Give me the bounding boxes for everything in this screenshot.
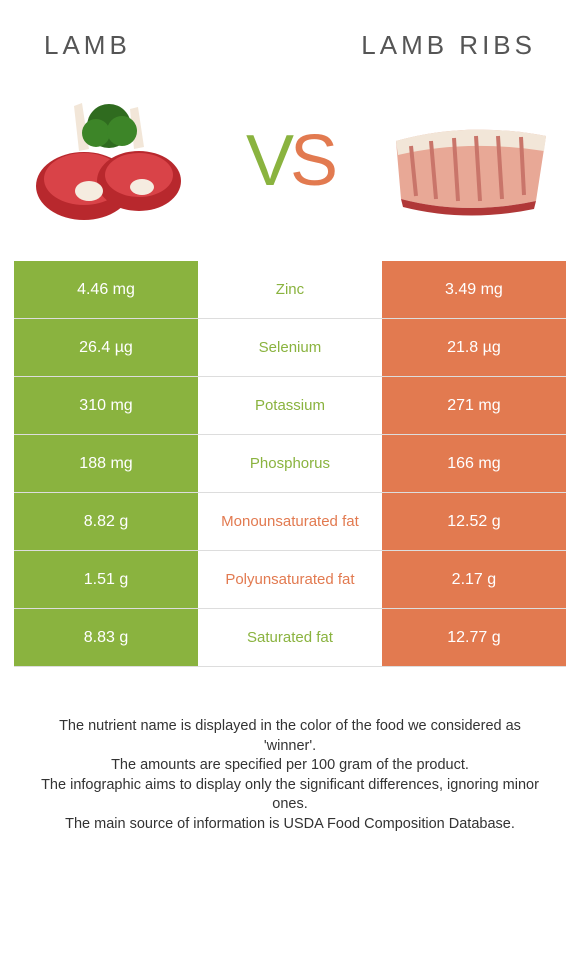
left-value: 4.46 mg	[14, 261, 198, 318]
right-value: 2.17 g	[382, 551, 566, 608]
footnote-line: The nutrient name is displayed in the co…	[34, 717, 546, 756]
nutrient-label: Polyunsaturated fat	[198, 551, 382, 608]
right-value: 271 mg	[382, 377, 566, 434]
footnote-line: The main source of information is USDA F…	[34, 815, 546, 835]
lamb-ribs-image	[376, 91, 556, 231]
nutrient-label: Potassium	[198, 377, 382, 434]
table-row: 1.51 g Polyunsaturated fat 2.17 g	[14, 551, 566, 609]
footnote-line: The infographic aims to display only the…	[34, 776, 546, 815]
right-value: 12.77 g	[382, 609, 566, 666]
table-row: 188 mg Phosphorus 166 mg	[14, 435, 566, 493]
right-value: 12.52 g	[382, 493, 566, 550]
comparison-table: 4.46 mg Zinc 3.49 mg 26.4 µg Selenium 21…	[14, 261, 566, 667]
table-row: 26.4 µg Selenium 21.8 µg	[14, 319, 566, 377]
right-value: 166 mg	[382, 435, 566, 492]
left-value: 8.82 g	[14, 493, 198, 550]
nutrient-label: Selenium	[198, 319, 382, 376]
left-value: 1.51 g	[14, 551, 198, 608]
left-value: 310 mg	[14, 377, 198, 434]
infographic-container: LAMB LAMB RIBS VS	[0, 0, 580, 834]
left-food-title: LAMB	[44, 30, 131, 61]
left-value: 26.4 µg	[14, 319, 198, 376]
nutrient-label: Saturated fat	[198, 609, 382, 666]
table-row: 8.82 g Monounsaturated fat 12.52 g	[14, 493, 566, 551]
right-value: 21.8 µg	[382, 319, 566, 376]
nutrient-label: Phosphorus	[198, 435, 382, 492]
titles-row: LAMB LAMB RIBS	[14, 20, 566, 91]
vs-v: V	[246, 121, 290, 201]
footnote-line: The amounts are specified per 100 gram o…	[34, 756, 546, 776]
right-food-title: LAMB RIBS	[361, 30, 536, 61]
left-value: 188 mg	[14, 435, 198, 492]
nutrient-label: Zinc	[198, 261, 382, 318]
nutrient-label: Monounsaturated fat	[198, 493, 382, 550]
footnotes: The nutrient name is displayed in the co…	[14, 667, 566, 834]
lamb-image	[24, 91, 204, 231]
right-value: 3.49 mg	[382, 261, 566, 318]
vs-label: VS	[246, 120, 334, 202]
table-row: 4.46 mg Zinc 3.49 mg	[14, 261, 566, 319]
vs-s: S	[290, 121, 334, 201]
table-row: 8.83 g Saturated fat 12.77 g	[14, 609, 566, 667]
table-row: 310 mg Potassium 271 mg	[14, 377, 566, 435]
left-value: 8.83 g	[14, 609, 198, 666]
images-row: VS	[14, 91, 566, 261]
